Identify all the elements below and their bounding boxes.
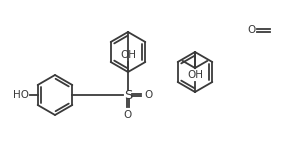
Text: OH: OH bbox=[187, 70, 203, 80]
Text: O: O bbox=[124, 110, 132, 120]
Text: OH: OH bbox=[120, 50, 136, 60]
Text: O: O bbox=[144, 90, 152, 100]
Text: O: O bbox=[248, 25, 256, 35]
Text: HO: HO bbox=[13, 90, 29, 100]
Text: S: S bbox=[124, 88, 132, 101]
